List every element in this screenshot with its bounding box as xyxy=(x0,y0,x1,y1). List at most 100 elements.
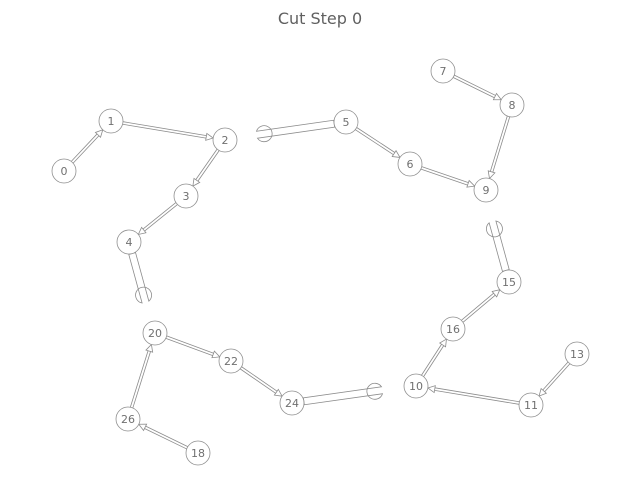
node-label: 2 xyxy=(222,134,229,147)
edge-26-20 xyxy=(129,343,154,409)
node-1: 1 xyxy=(98,108,124,134)
node-24: 24 xyxy=(279,390,305,416)
edge-shaft xyxy=(239,366,278,394)
cut-stub-4 xyxy=(128,252,152,304)
node-label: 8 xyxy=(509,99,516,112)
node-16: 16 xyxy=(440,316,466,342)
node-label: 5 xyxy=(343,116,350,129)
edge-20-22 xyxy=(165,335,221,359)
edge-3-4 xyxy=(137,202,178,236)
edge-arrowhead xyxy=(438,338,447,348)
cut-stub-5 xyxy=(255,119,336,143)
node-label: 1 xyxy=(108,115,115,128)
edge-8-9 xyxy=(487,115,511,180)
edge-arrowhead xyxy=(391,149,401,158)
node-circle xyxy=(51,158,77,184)
edge-shaft xyxy=(129,350,151,409)
node-circle xyxy=(440,316,466,342)
node-circle xyxy=(98,108,124,134)
edge-arrowhead xyxy=(137,423,148,432)
edge-arrowhead xyxy=(487,170,496,180)
node-circle xyxy=(430,58,456,84)
chart-title: Cut Step 0 xyxy=(278,9,362,28)
edge-shaft xyxy=(142,202,178,232)
edge-arrowhead xyxy=(466,179,476,188)
edge-shaft xyxy=(144,425,188,450)
node-0: 0 xyxy=(51,158,77,184)
node-label: 26 xyxy=(121,413,135,426)
node-22: 22 xyxy=(218,348,244,374)
node-circle xyxy=(142,320,168,346)
node-circle xyxy=(473,177,499,203)
cut-edge-stubs xyxy=(128,119,510,406)
node-26: 26 xyxy=(115,406,141,432)
edge-2-3 xyxy=(192,148,220,187)
edge-shaft xyxy=(70,133,100,164)
edge-arrowhead xyxy=(211,350,221,359)
node-circle xyxy=(518,392,544,418)
edge-shaft xyxy=(195,148,220,182)
node-label: 11 xyxy=(524,399,538,412)
node-13: 13 xyxy=(564,341,590,367)
node-circle xyxy=(212,127,238,153)
node-label: 6 xyxy=(407,158,414,171)
cut-stub-24 xyxy=(302,382,384,406)
edge-shaft xyxy=(122,121,207,139)
edge-arrowhead xyxy=(205,132,215,141)
node-label: 13 xyxy=(570,348,584,361)
edge-shaft xyxy=(165,335,214,357)
edge-0-1 xyxy=(70,129,104,164)
node-6: 6 xyxy=(397,151,423,177)
node-11: 11 xyxy=(518,392,544,418)
node-circle xyxy=(333,109,359,135)
edge-shaft xyxy=(355,127,396,155)
node-label: 15 xyxy=(502,276,516,289)
edge-arrowhead xyxy=(192,177,201,187)
node-circle xyxy=(496,269,522,295)
edge-arrowhead xyxy=(538,387,548,397)
node-label: 16 xyxy=(446,323,460,336)
node-label: 24 xyxy=(285,397,299,410)
node-circle xyxy=(115,406,141,432)
node-circle xyxy=(279,390,305,416)
node-9: 9 xyxy=(473,177,499,203)
edge-arrowhead xyxy=(492,92,503,101)
edge-22-24 xyxy=(239,366,283,397)
edge-16-15 xyxy=(461,289,501,323)
edge-6-9 xyxy=(420,166,476,188)
node-circle xyxy=(564,341,590,367)
edge-1-2 xyxy=(122,121,215,141)
edge-arrowhead xyxy=(137,226,147,236)
node-label: 7 xyxy=(440,65,447,78)
edge-5-6 xyxy=(355,127,401,158)
edge-shaft xyxy=(420,166,469,186)
node-label: 10 xyxy=(409,380,423,393)
node-circle xyxy=(403,373,429,399)
edge-11-10 xyxy=(426,385,520,405)
node-circle xyxy=(116,229,142,255)
node-circle xyxy=(218,348,244,374)
edge-shaft xyxy=(453,74,496,99)
graph-edges xyxy=(70,74,571,450)
node-label: 4 xyxy=(126,236,133,249)
node-18: 18 xyxy=(185,440,211,466)
node-circle xyxy=(185,440,211,466)
graph-nodes: 0 1 2 3 4 5 6 7 8 9 10 11 13 15 16 18 20 22 24 26 xyxy=(51,58,590,466)
node-4: 4 xyxy=(116,229,142,255)
node-2: 2 xyxy=(212,127,238,153)
node-circle xyxy=(173,183,199,209)
node-label: 18 xyxy=(191,447,205,460)
edge-arrowhead xyxy=(273,388,283,397)
edge-arrowhead xyxy=(145,343,154,353)
node-20: 20 xyxy=(142,320,168,346)
edge-shaft xyxy=(434,387,520,405)
cut-stub-15 xyxy=(486,220,510,272)
edge-7-8 xyxy=(453,74,503,101)
node-7: 7 xyxy=(430,58,456,84)
edge-shaft xyxy=(461,292,496,323)
node-3: 3 xyxy=(173,183,199,209)
edge-arrowhead xyxy=(426,385,436,394)
node-label: 3 xyxy=(183,190,190,203)
edge-13-11 xyxy=(538,361,571,397)
